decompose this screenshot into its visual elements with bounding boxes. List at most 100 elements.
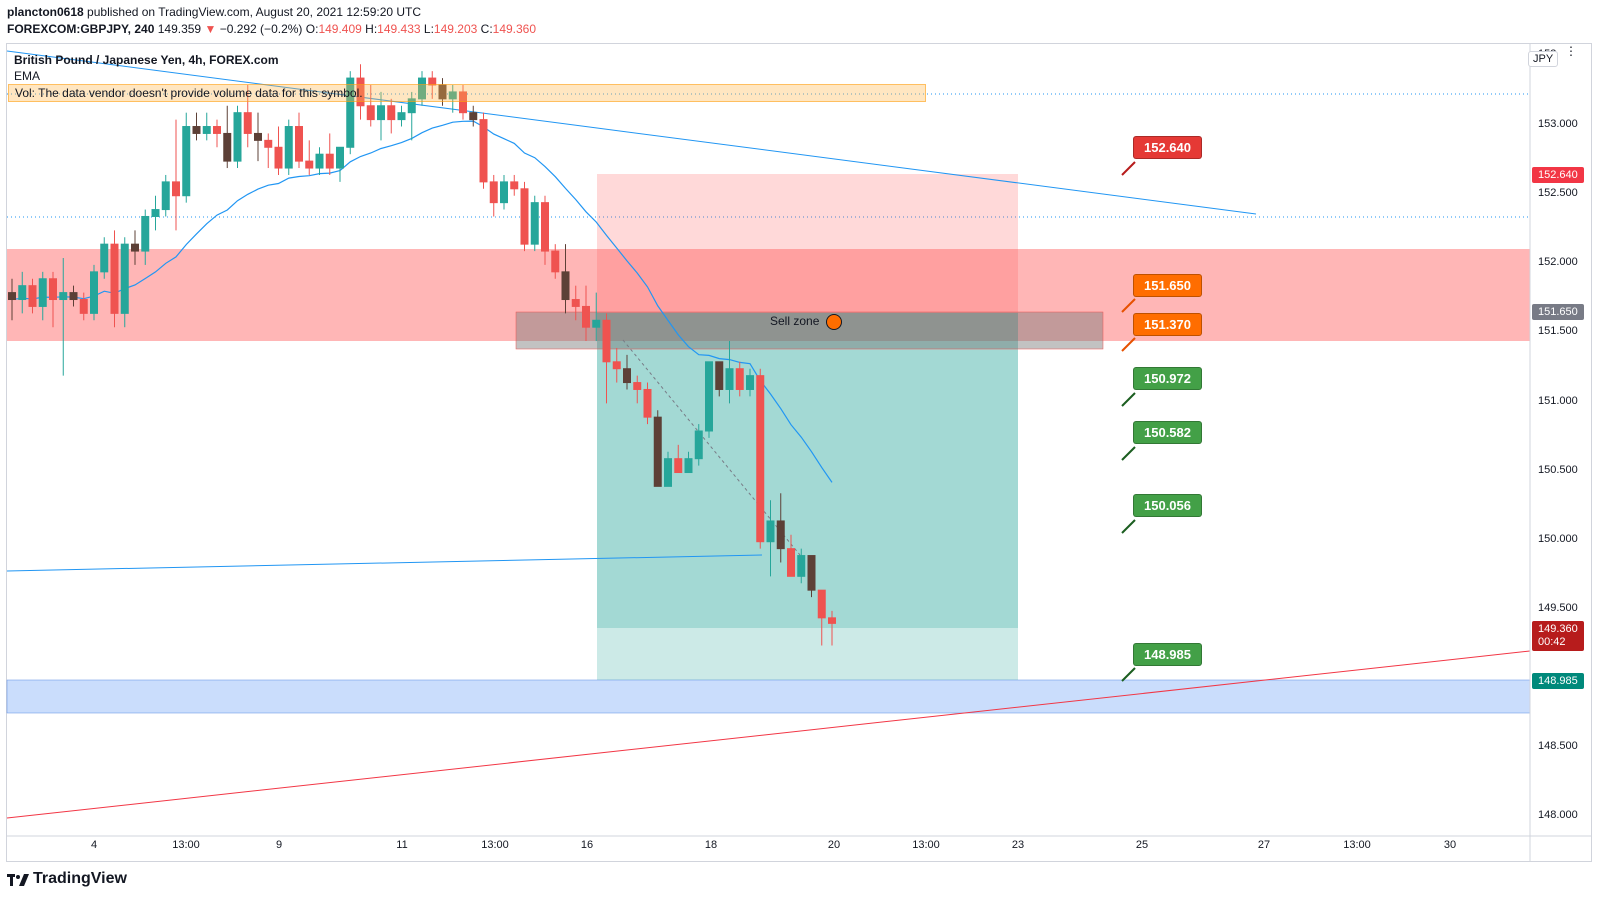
candle-body — [223, 132, 232, 162]
horizontal-trendline[interactable] — [6, 554, 763, 572]
candle-body — [202, 126, 211, 134]
candle-body — [489, 181, 498, 204]
high-value: 149.433 — [377, 22, 421, 36]
candle-body — [38, 278, 47, 307]
x-tick: 11 — [396, 839, 408, 851]
candle-body — [787, 548, 795, 577]
ema-polyline — [11, 120, 833, 483]
candle-body — [59, 292, 68, 301]
candle-body — [459, 91, 467, 114]
high-label: H: — [365, 22, 378, 36]
candle-body — [254, 132, 262, 141]
candle-body — [694, 430, 703, 460]
x-tick: 25 — [1135, 839, 1149, 851]
callout-150582[interactable]: 150.582 — [1133, 421, 1202, 444]
candle-body — [766, 520, 775, 543]
stop-loss-area[interactable] — [597, 174, 1018, 313]
sell-zone-box[interactable] — [515, 311, 1104, 350]
candle-body — [69, 292, 78, 301]
candle-body — [366, 105, 375, 121]
candle-body — [49, 278, 57, 301]
ascending-trendline[interactable] — [6, 650, 1531, 819]
y-tick: 148.000 — [1538, 809, 1578, 821]
axis-menu-icon[interactable]: ⋮ — [1565, 44, 1577, 58]
candle-body — [336, 146, 344, 169]
candle-body — [592, 319, 601, 328]
candle-body — [131, 243, 139, 252]
candle-body — [161, 181, 170, 211]
x-tick: 4 — [90, 839, 98, 851]
open-label: O: — [305, 22, 319, 36]
support-zone[interactable] — [6, 679, 1531, 714]
price-box-152640: 152.640 — [1532, 167, 1584, 183]
extended-profit-area[interactable] — [597, 628, 1018, 680]
candle-body — [817, 589, 826, 619]
candle-body — [28, 285, 37, 307]
author[interactable]: plancton0618 — [7, 5, 84, 19]
low-value: 149.203 — [433, 22, 478, 36]
candle-body — [428, 77, 437, 86]
candle-body — [756, 375, 765, 543]
descending-trendline[interactable] — [6, 50, 1257, 215]
x-tick: 27 — [1257, 839, 1271, 851]
x-tick: 9 — [275, 839, 283, 851]
sell-zone-icon — [825, 314, 842, 330]
candle-body — [520, 188, 529, 245]
candle-body — [551, 250, 560, 273]
candle-body — [633, 382, 642, 390]
candle-body — [725, 368, 734, 390]
tradingview-logo[interactable]: TradingView — [7, 870, 127, 888]
candle-body — [797, 555, 806, 577]
candle-body — [612, 361, 621, 370]
candle-body — [120, 243, 129, 314]
callout-152640[interactable]: 152.640 — [1133, 136, 1202, 159]
y-tick: 152.500 — [1538, 187, 1578, 199]
publish-info: plancton0618 published on TradingView.co… — [7, 5, 421, 19]
candle-body — [141, 215, 150, 252]
candle-body — [110, 243, 119, 314]
currency-button[interactable]: JPY — [1528, 51, 1559, 67]
close-value: 149.360 — [492, 22, 537, 36]
candle-body — [715, 361, 724, 390]
candle-body — [18, 285, 27, 301]
callout-150972[interactable]: 150.972 — [1133, 367, 1202, 390]
candles[interactable] — [8, 64, 836, 646]
x-tick: 20 — [827, 839, 841, 851]
candle-body — [582, 305, 590, 328]
candle-body — [643, 388, 652, 418]
x-tick: 16 — [580, 839, 594, 851]
candle-body — [8, 292, 16, 301]
indicator-ema[interactable]: EMA — [14, 69, 41, 83]
callout-150056[interactable]: 150.056 — [1133, 494, 1202, 517]
candle-body — [182, 126, 191, 197]
candle-body — [653, 416, 662, 487]
candle-body — [305, 160, 314, 169]
candle-body — [735, 368, 744, 390]
close-label: C: — [480, 22, 493, 36]
callout-151370[interactable]: 151.370 — [1133, 313, 1202, 336]
candle-body — [828, 617, 836, 624]
callout-151650[interactable]: 151.650 — [1133, 274, 1202, 297]
low-label: L: — [423, 22, 434, 36]
series-title[interactable]: British Pound / Japanese Yen, 4h, FOREX.… — [14, 53, 279, 67]
candle-body — [274, 146, 283, 169]
ema-line[interactable] — [11, 120, 833, 483]
last-price: 149.359 — [157, 22, 202, 36]
candle-body — [90, 271, 98, 314]
sell-zone-label: Sell zone — [770, 314, 842, 330]
candle-body — [807, 555, 816, 591]
symbol-info: FOREXCOM:GBPJPY, 240 149.359 ▼ −0.292 (−… — [7, 22, 536, 36]
bar-countdown: 00:42 — [1538, 636, 1566, 648]
callout-148985[interactable]: 148.985 — [1133, 643, 1202, 666]
y-tick: 150.000 — [1538, 533, 1578, 545]
candle-body — [684, 458, 693, 474]
chart-legend: British Pound / Japanese Yen, 4h, FOREX.… — [14, 52, 279, 84]
resistance-zone[interactable] — [7, 249, 1530, 341]
y-tick: 151.000 — [1538, 395, 1578, 407]
trade-path-line[interactable] — [622, 339, 801, 556]
candle-body — [387, 105, 396, 121]
candle-body — [172, 181, 180, 197]
candle-body — [346, 77, 355, 148]
callout-pointers — [1121, 161, 1136, 682]
